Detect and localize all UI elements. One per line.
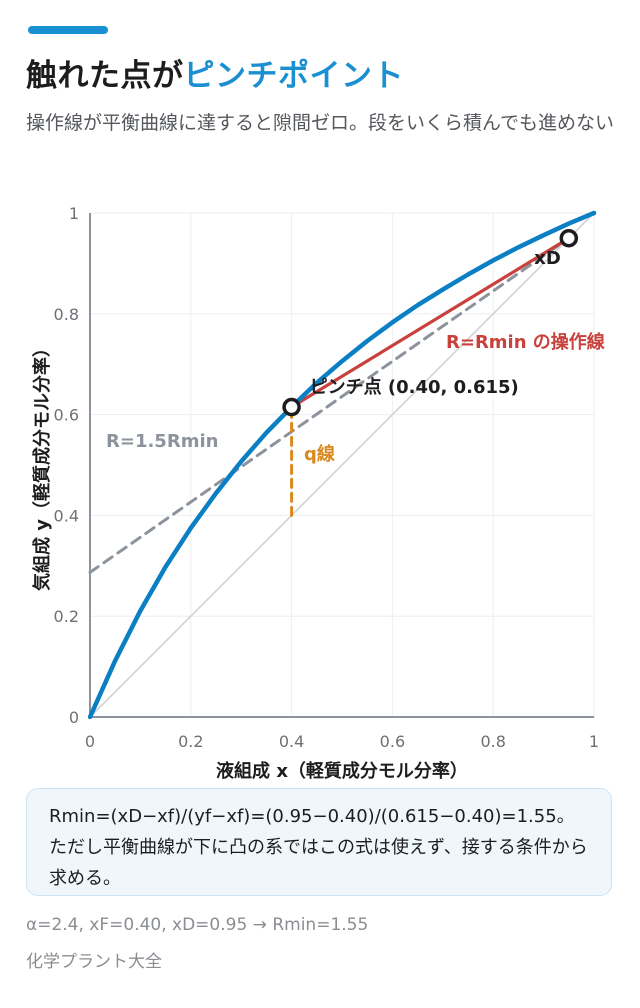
page-title: 触れた点がピンチポイント [26,50,404,95]
y-tick-label: 0.4 [54,506,79,525]
x-tick-label: 0.6 [380,732,405,751]
note-text: Rmin=(xD−xf)/(yf−xf)=(0.95−0.40)/(0.615−… [49,806,588,889]
series-equilibrium-line [88,210,597,719]
series-rmin-line [290,236,571,409]
y-axis-label: 気組成 y（軽質成分モル分率） [31,339,53,591]
series-diagonal-line [89,212,595,718]
point-marker [559,228,579,248]
series-rmin-label: R=Rmin の操作線 [446,331,605,353]
y-tick-label: 0 [69,708,79,727]
params-text: α=2.4, xF=0.40, xD=0.95 → Rmin=1.55 [26,915,369,935]
point-label: ピンチ点 (0.40, 0.615) [310,376,519,398]
point-label: xD [534,248,561,269]
x-tick-label: 0.4 [279,732,304,751]
x-axis-label: 液組成 x（軽質成分モル分率） [216,760,468,780]
accent-bar [28,26,108,34]
title-main: 触れた点が [26,58,184,94]
x-tick-label: 0.2 [178,732,203,751]
note-box: Rmin=(xD−xf)/(yf−xf)=(0.95−0.40)/(0.615−… [26,788,612,896]
x-tick-label: 0 [85,732,95,751]
series-r15-line [88,233,576,574]
series-qline-label: q線 [304,443,335,465]
source-text: 化学プラント大全 [26,952,162,972]
point-marker [282,397,301,417]
x-tick-label: 1 [589,732,599,751]
y-tick-label: 0.2 [54,607,79,626]
y-tick-label: 0.6 [54,406,79,425]
y-tick-label: 0.8 [54,305,79,324]
x-tick-label: 0.8 [480,732,505,751]
y-tick-label: 1 [69,204,79,223]
series-r15-label: R=1.5Rmin [106,431,218,452]
mccabe-thiele-chart: 0 0.2 0.4 0.6 0.8 1 0 0.2 0.4 0.6 0.8 1 液組成 x（軽質成分モル… [31,204,605,780]
title-highlight: ピンチポイント [183,58,404,94]
subtitle: 操作線が平衡曲線に達すると隙間ゼロ。段をいくら積んでも進めない [26,112,615,134]
